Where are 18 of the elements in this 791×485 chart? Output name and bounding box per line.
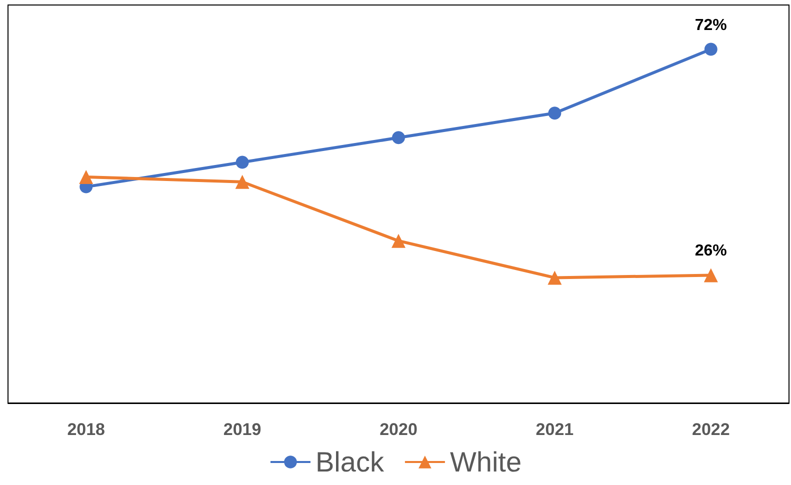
point [704, 268, 718, 282]
x-tick-label: 2021 [536, 420, 574, 439]
data-label: 26% [694, 242, 727, 260]
point [704, 42, 718, 56]
point [548, 106, 562, 120]
x-tick-label: 2019 [223, 420, 262, 439]
point [392, 234, 406, 248]
point [235, 174, 250, 189]
data-label: 72% [694, 17, 727, 34]
point [392, 131, 405, 144]
x-tick-label: 2022 [692, 420, 730, 439]
point [79, 170, 94, 184]
legend-label: Black [315, 446, 385, 478]
x-tick-label: 2020 [380, 420, 418, 439]
point [236, 156, 249, 169]
legend-label: White [450, 446, 522, 478]
point [548, 270, 562, 285]
x-tick-label: 2018 [67, 420, 106, 439]
